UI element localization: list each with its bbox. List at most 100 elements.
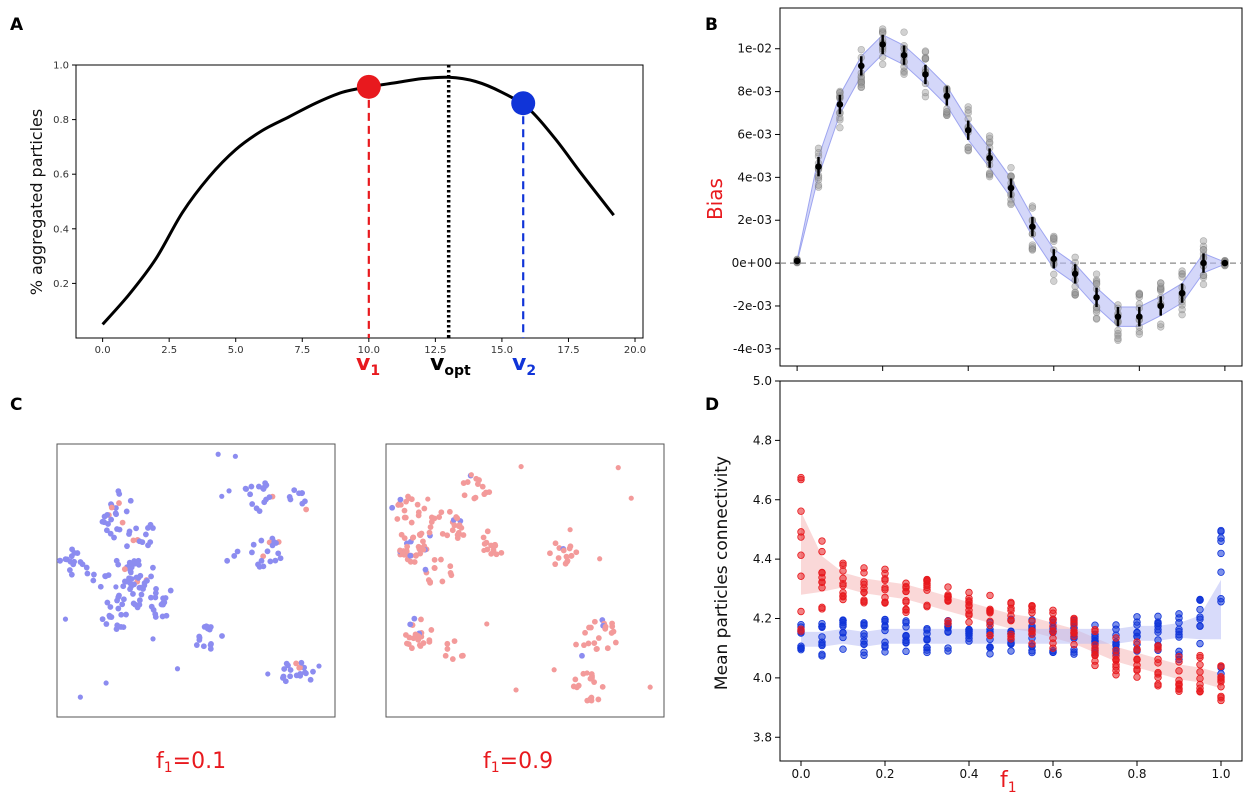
particle (401, 507, 408, 514)
panel-d-y-tick-label: 3.8 (753, 730, 772, 744)
panel-d-blue-point (1196, 622, 1204, 630)
particle (150, 607, 157, 613)
panel-label-b: B (705, 15, 718, 35)
particle (599, 683, 606, 690)
particle (397, 547, 403, 554)
particle (215, 451, 221, 457)
panel-d-red-point (1175, 687, 1183, 695)
panel-b-mean-point (1071, 270, 1079, 278)
particle (291, 487, 298, 494)
panel-a-y-tick-label: 0.4 (53, 224, 69, 235)
particle (572, 676, 579, 683)
particle (421, 505, 428, 512)
particle (459, 652, 466, 659)
particle (128, 570, 134, 576)
panel-a-y-tick-label: 0.8 (53, 115, 69, 126)
panel-a-markers (356, 74, 536, 116)
v1-marker (356, 74, 381, 99)
particle (513, 687, 519, 693)
panel-d-red-point (1112, 671, 1120, 679)
panel-b-sample-point (1135, 293, 1144, 301)
particle (258, 537, 265, 544)
particle (114, 526, 120, 532)
particle (446, 508, 453, 515)
panel-b-sample-point (1071, 290, 1079, 299)
panel-b-sample-point (1050, 277, 1058, 285)
panel-d-red-point (1007, 630, 1015, 638)
panel-d-blue-point (1217, 537, 1225, 545)
panel-b-y-tick-label: 2e-03 (737, 213, 772, 227)
particle (591, 618, 598, 625)
panel-b-sample-point (1157, 320, 1165, 328)
panel-b-sample-point (985, 172, 994, 181)
particle (260, 563, 267, 570)
particle (552, 540, 559, 547)
particle (57, 557, 63, 564)
particle (449, 527, 456, 534)
particle (438, 556, 444, 563)
panel-d-blue-point (1175, 614, 1183, 622)
particle (67, 558, 74, 565)
v1-label: v1 (356, 351, 380, 379)
panel-b-mean-point (1136, 313, 1143, 320)
panel-d-red-point (818, 603, 826, 612)
particle (438, 509, 445, 516)
particle (105, 521, 111, 527)
panel-d-red-point (965, 618, 973, 626)
particle (66, 567, 73, 573)
panel-d-x-axis-label: f1 (1000, 768, 1017, 793)
panel-d-red-point (1133, 665, 1141, 673)
panel-b-sample-point (1092, 270, 1101, 278)
particle (460, 532, 467, 538)
particle (498, 549, 505, 556)
particle (493, 551, 500, 558)
particle (104, 512, 111, 518)
particle (159, 613, 166, 620)
panel-d-blue-point (1133, 621, 1141, 629)
particle (287, 673, 294, 680)
particle (562, 560, 569, 567)
panel-b-sample-point (1092, 277, 1101, 286)
panel-a-y-tick-label: 1.0 (53, 61, 69, 72)
panel-d-red-point (881, 584, 889, 592)
particle (404, 543, 411, 550)
panel-d-red-point (1028, 626, 1036, 635)
panel-d-blue-point (986, 650, 994, 658)
panel-d-blue-point (1196, 615, 1204, 623)
particle (403, 498, 409, 505)
panel-d-red-point (797, 551, 805, 559)
v2-marker (511, 91, 536, 116)
panel-d-y-tick-label: 4.4 (753, 552, 772, 566)
panel-b-sample-point (964, 103, 972, 111)
panel-d-blue-point (818, 640, 826, 648)
panel-d-blue-point (839, 645, 847, 653)
panel-b-mean-point (793, 257, 801, 265)
panel-b-mean-point (815, 163, 822, 170)
particle (588, 624, 594, 631)
particle (612, 639, 619, 646)
particle (460, 480, 467, 486)
snapshot-f1-0.1-frame (56, 443, 336, 718)
particle (455, 523, 462, 530)
panel-a-reference-lines (367, 65, 525, 338)
panel-d-red-point (944, 619, 952, 628)
panel-d-plot-frame (779, 380, 1243, 762)
particle (135, 575, 142, 581)
panel-d-blue-point (1175, 627, 1183, 636)
particle (128, 564, 135, 571)
particle (271, 538, 277, 545)
panel-d-x-tick-label: 1.0 (1211, 767, 1230, 781)
particle (560, 547, 567, 554)
particle (150, 636, 156, 642)
panel-b-x-ticks (796, 366, 1226, 371)
particle (283, 660, 290, 667)
particle (427, 524, 434, 531)
panel-label-c: C (10, 395, 22, 415)
panel-d-red-point (902, 584, 910, 592)
panel-b-y-tick-label: 1e-02 (737, 42, 772, 56)
particle (447, 563, 454, 570)
particle (552, 561, 559, 568)
panel-b-sample-point (878, 60, 887, 68)
panel-b-sample-point (900, 28, 908, 36)
panel-b-sample-point (985, 134, 994, 143)
